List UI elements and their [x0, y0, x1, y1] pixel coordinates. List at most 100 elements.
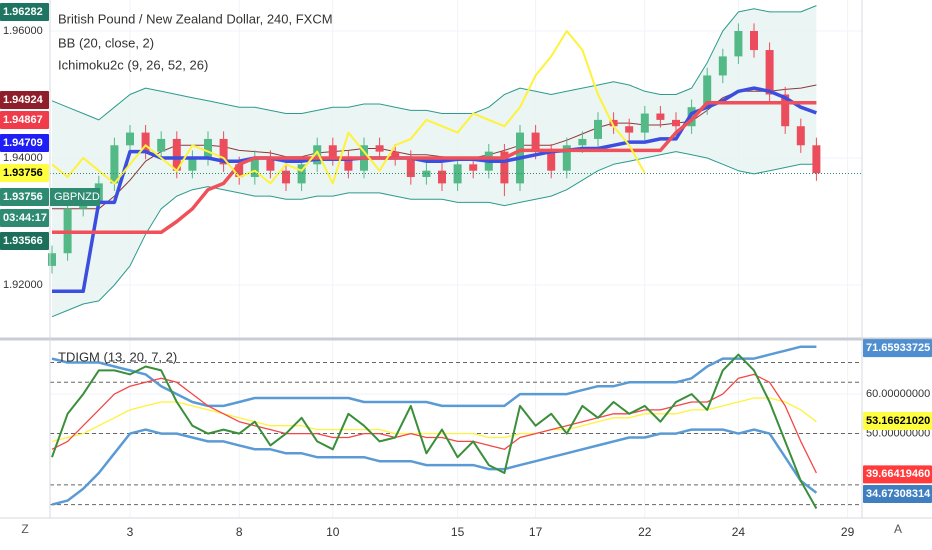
price-label: 1.93756 — [3, 167, 43, 179]
candle-body — [750, 30, 758, 51]
candle-body — [625, 126, 634, 133]
candle-body — [219, 138, 228, 165]
indicator-line — [51, 345, 817, 408]
candle-body — [703, 75, 712, 108]
candle-body — [344, 157, 353, 171]
countdown-label-box — [0, 209, 49, 227]
value-label: 34.67308314 — [866, 488, 931, 500]
value-label-box — [863, 485, 932, 504]
indicator-label: Ichimoku2c (9, 26, 52, 26) — [58, 57, 208, 72]
x-tick-label: 29 — [841, 525, 855, 539]
y-tick-label: 60.00000000 — [866, 388, 930, 400]
value-label-box — [863, 339, 932, 358]
y-tick-label: 1.94000 — [3, 152, 43, 164]
x-tick-label: 8 — [236, 525, 243, 539]
indicator-line — [51, 5, 817, 121]
candle-body — [328, 145, 337, 158]
candle-body — [469, 164, 478, 171]
candle-body — [157, 138, 166, 152]
candle-body — [547, 151, 556, 171]
price-label: 1.93756 — [3, 191, 43, 203]
price-label: 1.94924 — [3, 94, 44, 106]
x-tick-label: 17 — [529, 525, 543, 539]
candle-body — [781, 94, 790, 127]
symbol-label-box — [50, 188, 100, 206]
price-label: 1.94867 — [3, 114, 43, 126]
candle-body — [640, 113, 649, 133]
candle-body — [500, 151, 509, 184]
candle-body — [531, 132, 540, 152]
price-label-box — [0, 232, 49, 250]
candle-body — [250, 157, 259, 178]
candle-body — [375, 145, 384, 152]
indicator-line — [51, 151, 817, 318]
y-tick-label: 50.00000000 — [866, 427, 930, 439]
price-label-box — [0, 91, 49, 109]
candle-body — [235, 164, 244, 178]
x-tick-label: 15 — [451, 525, 465, 539]
price-label-box — [0, 111, 49, 129]
candle-body — [796, 126, 805, 146]
candle-body — [656, 113, 665, 120]
candle-body — [126, 132, 134, 146]
button[interactable]: A — [894, 522, 902, 536]
value-label: 53.16621020 — [866, 415, 930, 427]
price-label: 1.94709 — [3, 137, 43, 149]
countdown-label: 03:44:17 — [3, 212, 47, 224]
candle-body — [141, 132, 150, 152]
candle-body — [188, 157, 197, 171]
candle-body — [718, 56, 727, 76]
ichimoku-line — [52, 86, 818, 294]
candle-body — [765, 50, 774, 95]
indicator-line — [51, 428, 818, 506]
value-label: 71.65933725 — [866, 342, 930, 354]
indicator-line — [51, 353, 818, 509]
button[interactable]: Z — [21, 522, 28, 536]
y-tick-label: 1.96000 — [3, 25, 43, 37]
price-label: 1.93566 — [3, 235, 43, 247]
candle-body — [453, 164, 462, 184]
candle-body — [204, 138, 212, 158]
price-label-box — [0, 134, 49, 152]
candle-body — [672, 119, 680, 127]
candle-body — [562, 145, 571, 171]
tdi-panel — [50, 345, 862, 509]
indicator-label: BB (20, close, 2) — [58, 35, 154, 50]
x-tick-label: 22 — [638, 525, 652, 539]
candle-body — [438, 170, 446, 184]
candle-body — [406, 157, 415, 178]
axis-labels: 3 8 10 15 17 22 24 29 1.96000 1.94000 1.92000 60.00… — [0, 3, 932, 539]
candle-body — [812, 145, 821, 174]
candle-body — [391, 151, 400, 158]
candle-body — [48, 253, 56, 266]
price-label-box — [0, 3, 49, 21]
value-label-box — [863, 412, 932, 431]
candle-body — [734, 30, 743, 57]
candle-body — [172, 138, 181, 171]
candle-body — [282, 170, 290, 184]
symbol-label: GBPNZD — [54, 191, 100, 203]
candle-body — [297, 164, 306, 184]
ichimoku-line — [51, 30, 646, 185]
x-tick-label: 3 — [127, 525, 134, 539]
x-tick-label: 24 — [732, 525, 746, 539]
ichimoku-line — [52, 100, 817, 235]
indicator-line — [51, 397, 817, 443]
candle-body — [266, 157, 275, 171]
candle-body — [594, 119, 602, 139]
x-tick-label: 10 — [326, 525, 340, 539]
value-label-box — [863, 465, 932, 484]
price-label-box — [0, 188, 49, 206]
y-tick-label: 1.92000 — [3, 279, 43, 291]
price-label: 1.96282 — [3, 6, 43, 18]
value-label: 39.66419460 — [866, 468, 930, 480]
indicator-label: TDIGM (13, 20, 7, 2) — [58, 349, 177, 364]
chart-title: British Pound / New Zealand Dollar, 240,… — [58, 11, 333, 26]
candle-body — [609, 119, 618, 127]
candle-body — [578, 138, 587, 146]
price-label-box — [0, 164, 49, 182]
candle-body — [110, 145, 119, 184]
candle-body — [422, 170, 431, 178]
